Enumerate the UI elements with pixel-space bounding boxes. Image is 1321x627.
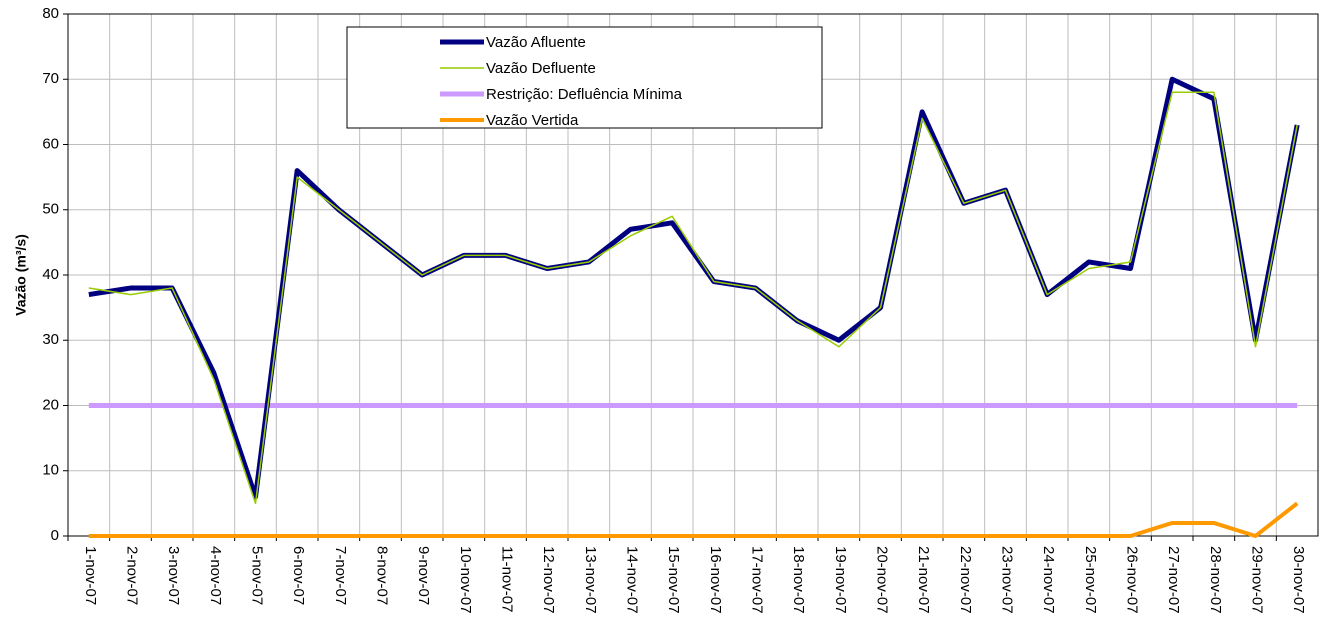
x-tick-label: 19-nov-07 [832, 546, 849, 614]
y-tick-label: 50 [42, 201, 59, 218]
x-tick-label: 12-nov-07 [540, 546, 557, 614]
y-tick-label: 20 [42, 396, 59, 413]
x-tick-label: 30-nov-07 [1290, 546, 1307, 614]
x-tick-label: 20-nov-07 [874, 546, 891, 614]
y-tick-label: 60 [42, 135, 59, 152]
x-tick-label: 18-nov-07 [790, 546, 807, 614]
legend-box [346, 26, 823, 129]
x-tick-label: 24-nov-07 [1040, 546, 1057, 614]
y-tick-label: 30 [42, 331, 59, 348]
x-tick-label: 10-nov-07 [457, 546, 474, 614]
x-tick-label: 26-nov-07 [1124, 546, 1141, 614]
y-axis-label: Vazão (m³/s) [13, 234, 29, 316]
x-tick-label: 1-nov-07 [82, 546, 99, 605]
legend-label: Restrição: Defluência Mínima [486, 86, 683, 103]
y-tick-label: 10 [42, 462, 59, 479]
legend-label: Vazão Afluente [486, 34, 586, 51]
x-tick-label: 4-nov-07 [207, 546, 224, 605]
series-line [88, 91, 1298, 505]
x-tick-label: 29-nov-07 [1249, 546, 1266, 614]
x-tick-label: 3-nov-07 [165, 546, 182, 605]
x-tick-label: 22-nov-07 [957, 546, 974, 614]
x-tick-label: 21-nov-07 [915, 546, 932, 614]
x-tick-label: 17-nov-07 [749, 546, 766, 614]
x-tick-label: 6-nov-07 [290, 546, 307, 605]
x-tick-label: 15-nov-07 [665, 546, 682, 614]
series-line [88, 501, 1299, 538]
x-tick-label: 27-nov-07 [1165, 546, 1182, 614]
x-tick-label: 7-nov-07 [332, 546, 349, 605]
series-line [88, 76, 1300, 500]
x-tick-label: 2-nov-07 [124, 546, 141, 605]
x-tick-label: 16-nov-07 [707, 546, 724, 614]
legend-label: Vazão Vertida [486, 112, 579, 129]
x-tick-label: 28-nov-07 [1207, 546, 1224, 614]
x-tick-label: 14-nov-07 [624, 546, 641, 614]
y-tick-label: 80 [42, 5, 59, 22]
y-tick-label: 0 [51, 527, 59, 544]
x-tick-label: 25-nov-07 [1082, 546, 1099, 614]
x-tick-label: 5-nov-07 [249, 546, 266, 605]
legend-label: Vazão Defluente [486, 60, 596, 77]
y-tick-label: 70 [42, 70, 59, 87]
x-tick-label: 11-nov-07 [499, 546, 516, 612]
x-tick-label: 8-nov-07 [374, 546, 391, 605]
y-tick-label: 40 [42, 266, 59, 283]
x-tick-label: 23-nov-07 [999, 546, 1016, 614]
x-tick-label: 9-nov-07 [415, 546, 432, 605]
x-tick-label: 13-nov-07 [582, 546, 599, 614]
